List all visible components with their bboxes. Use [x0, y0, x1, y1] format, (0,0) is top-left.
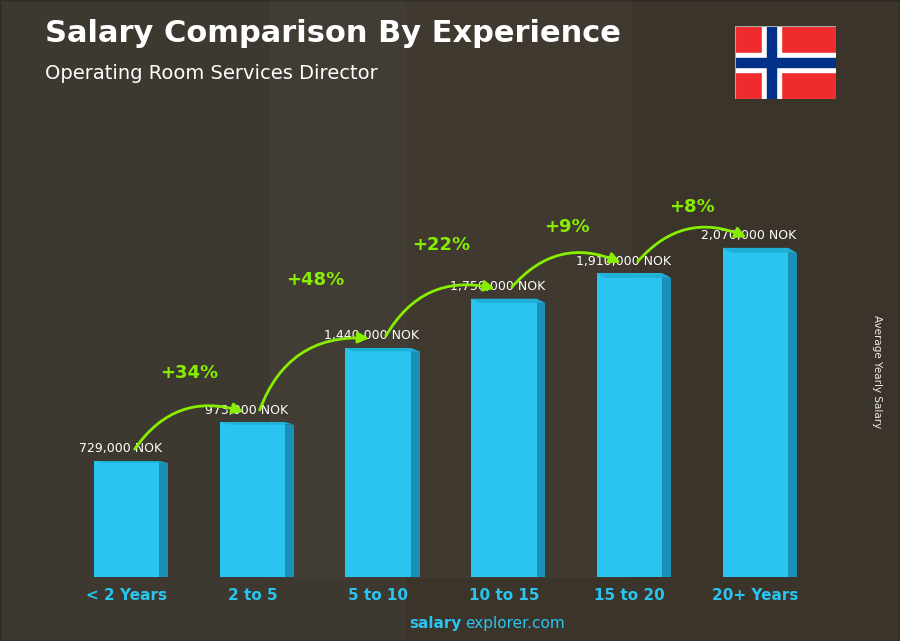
Text: 729,000 NOK: 729,000 NOK — [79, 442, 162, 456]
Text: salary: salary — [410, 617, 462, 631]
Polygon shape — [597, 273, 671, 278]
Text: +22%: +22% — [412, 236, 470, 254]
Bar — [346, 348, 410, 577]
Polygon shape — [536, 303, 545, 577]
Text: +34%: +34% — [160, 364, 219, 382]
Bar — [734, 53, 836, 72]
Text: Average Yearly Salary: Average Yearly Salary — [872, 315, 883, 428]
Polygon shape — [410, 351, 419, 577]
Polygon shape — [159, 463, 168, 577]
Text: explorer.com: explorer.com — [465, 617, 565, 631]
Text: +8%: +8% — [670, 197, 716, 215]
Polygon shape — [662, 278, 671, 577]
Text: 1,910,000 NOK: 1,910,000 NOK — [576, 254, 670, 268]
Text: +48%: +48% — [286, 271, 345, 288]
Polygon shape — [723, 248, 796, 253]
Text: +9%: +9% — [544, 218, 590, 236]
Text: Salary Comparison By Experience: Salary Comparison By Experience — [45, 19, 621, 48]
Bar — [0, 0, 405, 641]
Bar — [762, 26, 780, 99]
Bar — [94, 461, 159, 577]
Polygon shape — [94, 461, 168, 463]
Text: 1,440,000 NOK: 1,440,000 NOK — [324, 329, 419, 342]
Bar — [270, 0, 630, 577]
Polygon shape — [472, 299, 545, 303]
Bar — [597, 273, 662, 577]
Text: Operating Room Services Director: Operating Room Services Director — [45, 64, 378, 83]
Polygon shape — [220, 422, 294, 424]
Bar — [767, 26, 776, 99]
Bar — [734, 58, 836, 67]
Bar — [472, 299, 536, 577]
Text: 2,070,000 NOK: 2,070,000 NOK — [701, 229, 796, 242]
Polygon shape — [285, 424, 294, 577]
Bar — [220, 422, 285, 577]
Text: 973,000 NOK: 973,000 NOK — [204, 404, 288, 417]
Text: 1,750,000 NOK: 1,750,000 NOK — [450, 280, 545, 293]
Bar — [723, 248, 788, 577]
Polygon shape — [346, 348, 419, 351]
Polygon shape — [788, 253, 796, 577]
